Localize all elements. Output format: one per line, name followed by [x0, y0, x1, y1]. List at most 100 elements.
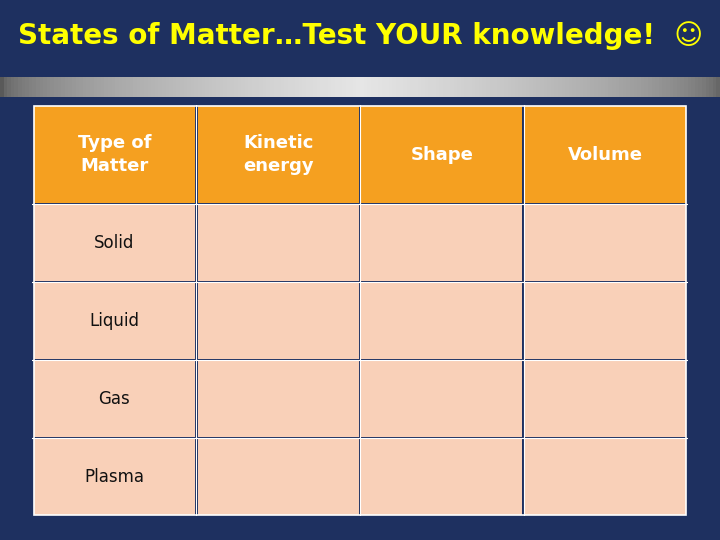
Bar — [25, 77, 29, 97]
Bar — [652, 77, 655, 97]
Bar — [281, 77, 284, 97]
Bar — [104, 77, 108, 97]
Bar — [403, 77, 407, 97]
Bar — [544, 77, 547, 97]
Bar — [673, 77, 677, 97]
Bar — [197, 360, 359, 437]
Bar — [367, 77, 371, 97]
Bar — [525, 282, 686, 359]
Bar — [407, 77, 410, 97]
Bar — [482, 77, 486, 97]
Bar — [461, 77, 464, 97]
Bar — [259, 77, 263, 97]
Bar — [385, 77, 389, 97]
Bar — [34, 106, 195, 203]
Bar — [277, 77, 281, 97]
Bar — [598, 77, 601, 97]
Bar — [90, 77, 94, 97]
Bar — [641, 77, 644, 97]
Bar — [34, 282, 195, 359]
Bar — [583, 77, 587, 97]
Bar — [137, 77, 140, 97]
Bar — [425, 77, 428, 97]
Bar — [454, 77, 457, 97]
Bar — [709, 77, 713, 97]
Bar — [292, 77, 295, 97]
Text: Solid: Solid — [94, 234, 135, 252]
Bar — [133, 77, 137, 97]
Bar — [34, 360, 195, 437]
Bar — [533, 77, 536, 97]
Bar — [565, 77, 569, 97]
Bar — [97, 77, 101, 97]
Bar — [684, 77, 688, 97]
Bar — [197, 106, 359, 203]
Bar — [389, 77, 392, 97]
Bar — [212, 77, 216, 97]
Bar — [245, 77, 248, 97]
Bar — [65, 77, 68, 97]
Bar — [626, 77, 630, 97]
Bar — [47, 77, 50, 97]
Bar — [666, 77, 670, 97]
Bar — [166, 77, 169, 97]
Bar — [4, 77, 7, 97]
Bar — [616, 77, 619, 97]
Bar — [634, 77, 637, 97]
Bar — [187, 77, 191, 97]
Bar — [29, 77, 32, 97]
Text: Volume: Volume — [568, 146, 643, 164]
Bar — [11, 77, 14, 97]
Bar — [72, 77, 76, 97]
Bar — [623, 77, 626, 97]
Bar — [306, 77, 310, 97]
Bar — [522, 77, 526, 97]
Bar — [94, 77, 97, 97]
Bar — [310, 77, 313, 97]
Bar — [40, 77, 43, 97]
Bar — [428, 77, 432, 97]
Bar — [180, 77, 184, 97]
Bar — [320, 77, 324, 97]
Bar — [529, 77, 533, 97]
Bar — [630, 77, 634, 97]
Bar — [58, 77, 61, 97]
Bar — [197, 282, 359, 359]
Bar — [497, 77, 500, 97]
Bar — [205, 77, 209, 97]
Bar — [43, 77, 47, 97]
Bar — [605, 77, 608, 97]
Bar — [119, 77, 122, 97]
Bar — [169, 77, 173, 97]
Bar — [79, 77, 83, 97]
Bar — [76, 77, 79, 97]
Bar — [392, 77, 396, 97]
Bar — [34, 438, 195, 515]
Bar — [162, 77, 166, 97]
Bar — [525, 360, 686, 437]
Bar — [230, 77, 234, 97]
Bar — [34, 205, 195, 281]
Bar — [594, 77, 598, 97]
Bar — [525, 438, 686, 515]
Bar — [486, 77, 490, 97]
Bar — [698, 77, 702, 97]
Bar — [702, 77, 706, 97]
Bar — [360, 77, 364, 97]
Bar — [197, 205, 359, 281]
Bar — [688, 77, 691, 97]
Bar — [361, 360, 523, 437]
Bar — [590, 77, 594, 97]
Bar — [353, 77, 356, 97]
Bar — [191, 77, 194, 97]
Bar — [525, 205, 686, 281]
Bar — [108, 77, 112, 97]
Bar — [695, 77, 698, 97]
Bar — [155, 77, 158, 97]
Bar — [504, 77, 508, 97]
Bar — [148, 77, 151, 97]
Bar — [526, 77, 529, 97]
Bar — [263, 77, 266, 97]
Bar — [302, 77, 306, 97]
Bar — [7, 77, 11, 97]
